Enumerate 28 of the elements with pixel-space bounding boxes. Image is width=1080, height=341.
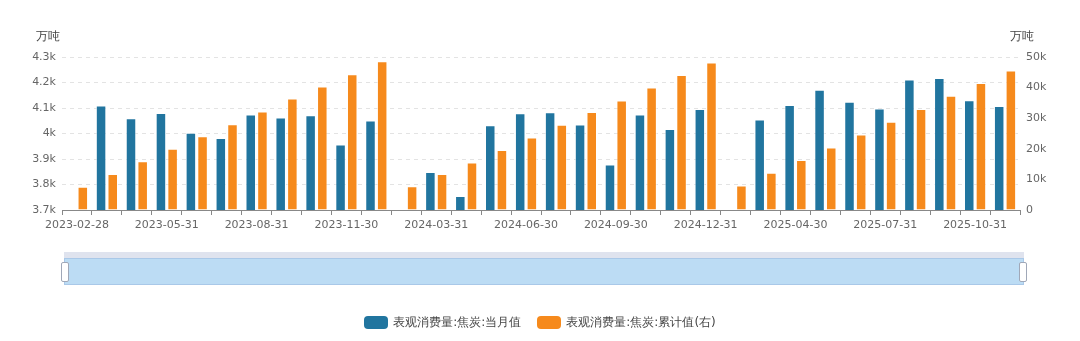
y2-tick-label: 20k [1026,141,1047,155]
x-tick-label: 2023-02-28 [45,218,109,232]
legend-label: 表观消费量:焦炭:当月值 [393,314,522,331]
y-axis-title: 万吨 [36,29,60,44]
y2-tick-label: 30k [1026,111,1047,125]
y-tick-label: 4k [42,126,57,140]
y2-tick-label: 40k [1026,80,1047,94]
x-tick-label: 2025-07-31 [853,218,918,232]
x-tick-label: 2025-10-31 [943,218,1008,232]
y2-tick-label: 0 [1026,202,1033,216]
y-tick-label: 3.7k [32,202,57,216]
y2-tick-label: 50k [1026,49,1047,63]
x-tick-label: 2025-04-30 [763,218,828,232]
x-tick-label: 2024-09-30 [583,218,648,232]
y-tick-label: 4.1k [32,100,57,114]
x-tick-label: 2023-08-31 [224,218,289,232]
x-tick-label: 2023-05-31 [134,218,199,232]
y2-axis-title: 万吨 [1010,29,1034,44]
y2-tick-label: 10k [1026,172,1047,186]
x-tick-label: 2024-12-31 [673,218,738,232]
legend-label: 表观消费量:焦炭:累计值(右) [566,314,716,331]
x-tick-label: 2024-03-31 [404,218,469,232]
y-tick-label: 4.2k [32,75,57,89]
y-tick-label: 3.8k [32,177,57,191]
y-tick-label: 3.9k [32,151,57,165]
x-tick-label: 2024-06-30 [494,218,558,232]
y-tick-label: 4.3k [32,49,57,63]
x-tick-label: 2023-11-30 [314,218,379,232]
